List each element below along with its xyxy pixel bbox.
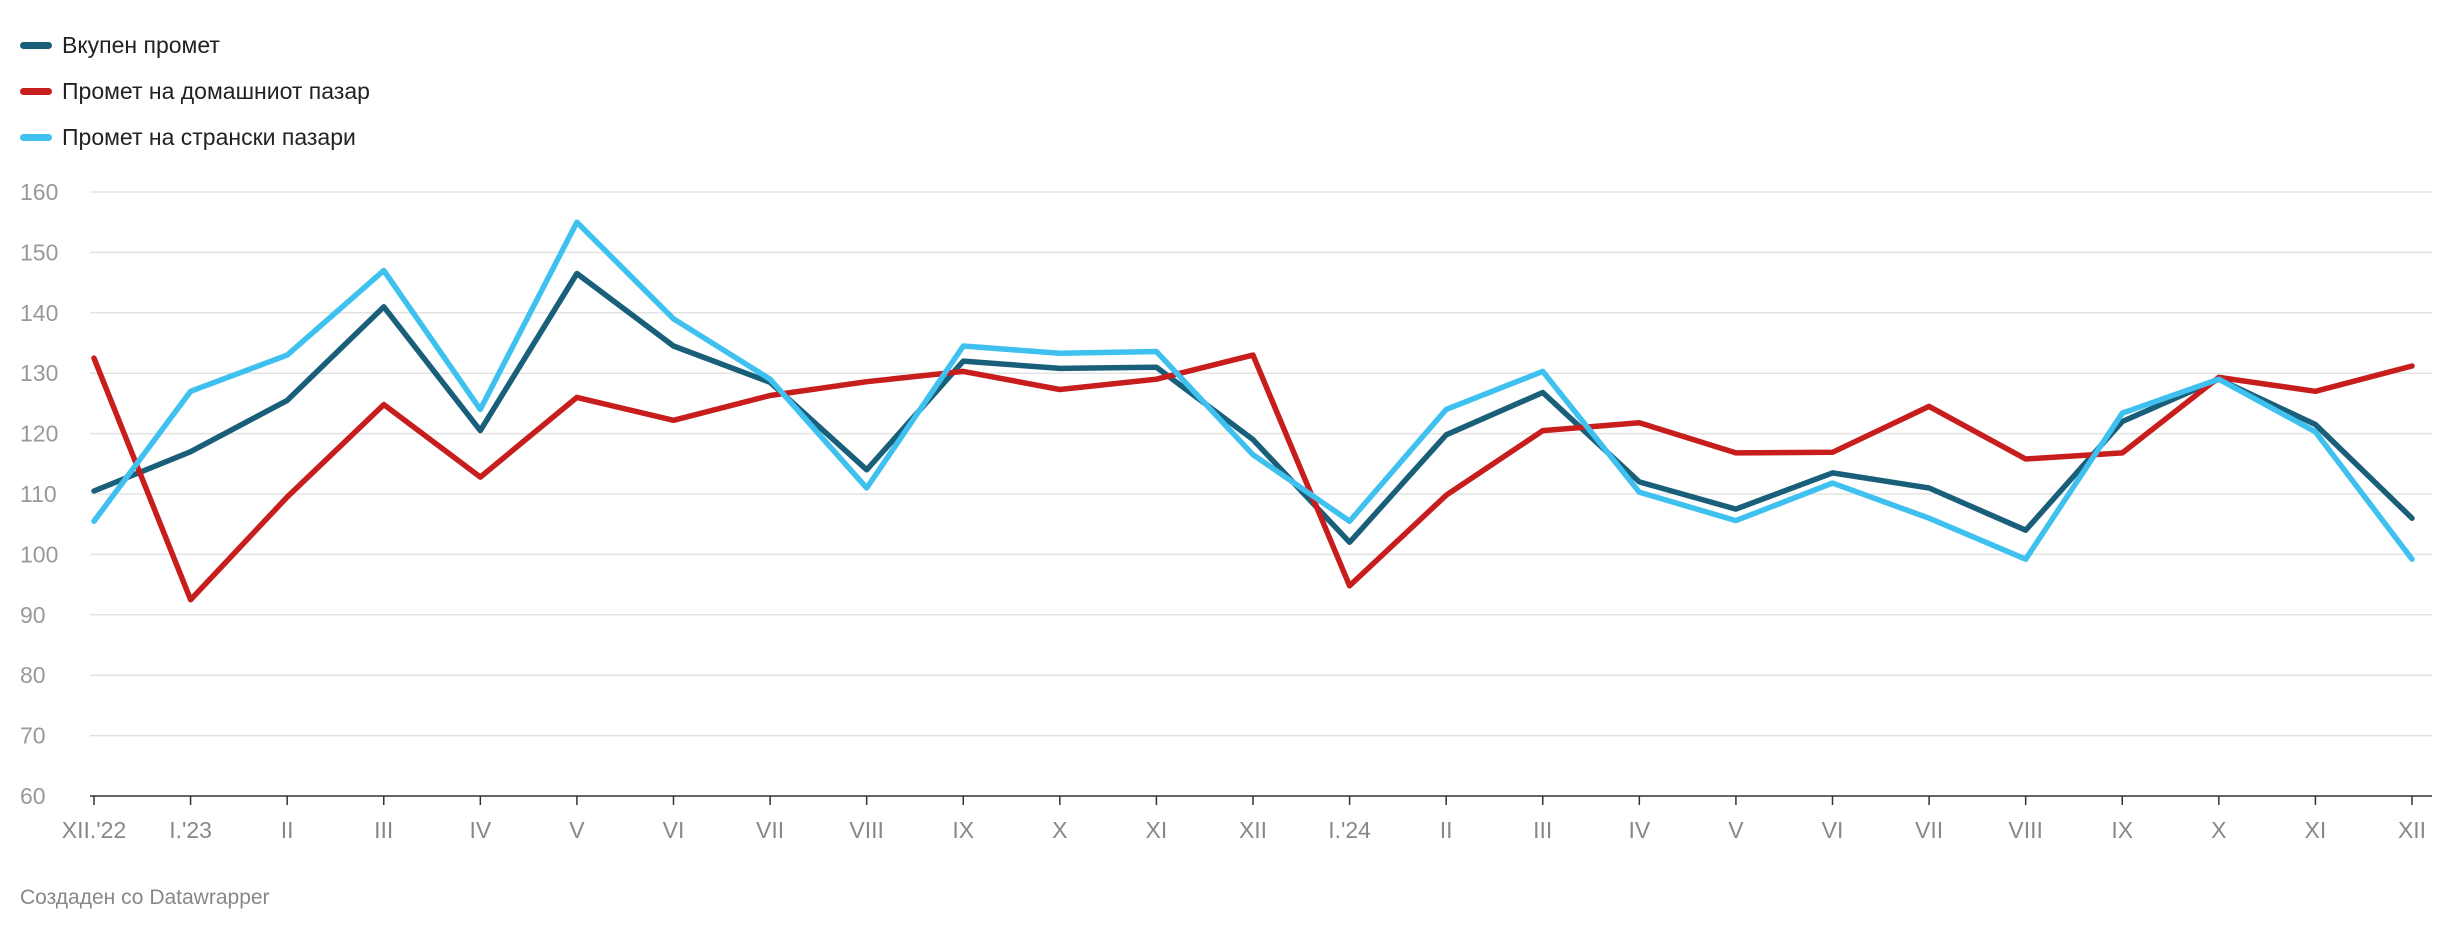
x-tick-label: VII: [1915, 817, 1943, 843]
y-tick-label: 100: [20, 541, 58, 567]
legend-swatch-domestic: [20, 87, 52, 95]
x-tick-label: V: [569, 817, 585, 843]
x-tick-label: X: [2211, 817, 2226, 843]
y-tick-label: 70: [20, 723, 46, 749]
y-tick-label: 110: [20, 481, 57, 507]
y-tick-label: 120: [20, 421, 58, 447]
x-tick-label: VIII: [2008, 817, 2043, 843]
chart-legend: Вкупен промет Промет на домашниот пазар …: [20, 22, 370, 160]
x-tick-label: VI: [1822, 817, 1844, 843]
x-tick-label: II: [1440, 817, 1453, 843]
y-tick-label: 60: [20, 783, 46, 809]
x-tick-label: XII: [2398, 817, 2426, 843]
series-line-1: [91, 270, 2415, 546]
legend-label-foreign: Промет на странски пазари: [62, 123, 356, 150]
x-tick-label: V: [1728, 817, 1744, 843]
y-tick-label: 80: [20, 662, 46, 688]
legend-item-domestic: Промет на домашниот пазар: [20, 68, 370, 114]
footer-credit: Создаден со Datawrapper: [20, 886, 270, 909]
y-tick-label: 160: [20, 179, 58, 205]
series-line-2: [91, 352, 2415, 603]
x-tick-label: XI: [1146, 817, 1168, 843]
x-tick-label: II: [281, 817, 294, 843]
legend-swatch-total: [20, 41, 52, 49]
line-chart: 60 70 80 90 100 110 120 130 140 150 160 XII.'22 I.'2…: [20, 179, 2432, 843]
series-line-3: [91, 219, 2415, 562]
x-tick-label: X: [1052, 817, 1067, 843]
x-tick-label: I.'24: [1328, 817, 1371, 843]
x-tick-label: XII.'22: [62, 817, 127, 843]
x-tick-label: IX: [952, 817, 974, 843]
legend-item-total: Вкупен промет: [20, 22, 370, 68]
legend-item-foreign: Промет на странски пазари: [20, 114, 370, 160]
x-tick-label: I.'23: [169, 817, 212, 843]
x-tick-label: VII: [756, 817, 784, 843]
x-tick-label: IV: [469, 817, 491, 843]
x-tick-label: III: [1533, 817, 1552, 843]
x-tick-label: XII: [1239, 817, 1267, 843]
y-tick-label: 130: [20, 360, 58, 386]
x-tick-label: VI: [663, 817, 685, 843]
y-tick-label: 150: [20, 239, 58, 265]
legend-swatch-foreign: [20, 133, 52, 141]
y-tick-label: 140: [20, 300, 58, 326]
x-tick-label: III: [374, 817, 393, 843]
x-tick-label: IX: [2111, 817, 2133, 843]
x-tick-label: XI: [2305, 817, 2327, 843]
legend-label-domestic: Промет на домашниот пазар: [62, 77, 370, 104]
y-tick-label: 90: [20, 602, 46, 628]
legend-label-total: Вкупен промет: [62, 31, 220, 58]
x-tick-label: VIII: [849, 817, 884, 843]
x-tick-label: IV: [1628, 817, 1650, 843]
